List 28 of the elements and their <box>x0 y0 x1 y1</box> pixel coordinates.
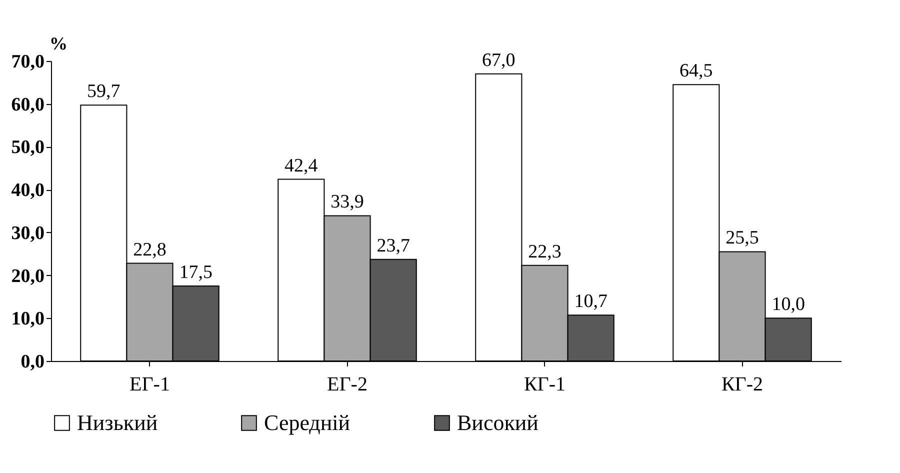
data-label: 22,3 <box>528 241 562 262</box>
data-label: 67,0 <box>482 50 516 71</box>
data-label: 64,5 <box>680 60 713 82</box>
y-axis-title: % <box>50 34 68 54</box>
data-label: 59,7 <box>87 81 120 102</box>
data-label: 17,5 <box>179 262 212 283</box>
data-label: 42,4 <box>284 155 318 176</box>
data-label: 25,5 <box>726 228 759 249</box>
y-tick-label: 40,0 <box>11 180 44 202</box>
legend-label: Середній <box>264 410 350 435</box>
data-label: 10,7 <box>574 291 608 312</box>
data-label: 23,7 <box>376 235 410 256</box>
data-label: 10,0 <box>772 294 805 316</box>
data-label: 33,9 <box>330 192 364 213</box>
x-tick-label: ЕГ-2 <box>327 374 368 396</box>
y-tick-label: 60,0 <box>11 94 44 116</box>
legend-label: Високий <box>457 410 539 435</box>
y-tick-label: 50,0 <box>11 137 44 158</box>
x-tick-label: КГ-2 <box>721 374 764 396</box>
x-tick-label: КГ-1 <box>524 374 566 396</box>
legend-label: Низький <box>77 410 158 435</box>
x-tick-label: ЕГ-1 <box>130 374 170 396</box>
data-label: 22,8 <box>133 239 166 260</box>
y-tick-label: 30,0 <box>11 222 44 244</box>
y-tick-label: 20,0 <box>11 266 44 287</box>
y-tick-label: 70,0 <box>11 52 44 72</box>
y-tick-label: 0,0 <box>20 352 44 372</box>
y-tick-label: 10,0 <box>11 308 44 330</box>
